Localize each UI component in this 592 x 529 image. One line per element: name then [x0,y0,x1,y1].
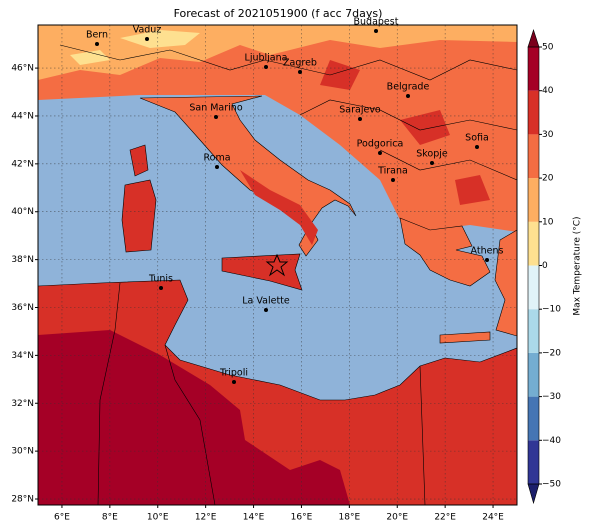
y-tick-label: 30°N [11,447,34,457]
city-dot [485,258,489,262]
city-label: Sarajevo [339,105,381,116]
colorbar-label: Max Temperature (°C) [573,216,583,315]
y-tick-label: 42°N [11,159,34,169]
city-label: Belgrade [387,82,430,93]
colorbar-tick-label: −10 [542,305,561,315]
colorbar-band [528,134,539,179]
colorbar-tick-label: 20 [542,174,554,184]
star-marker [265,253,289,277]
city-label: Ljubljana [245,53,288,64]
city-dot [215,165,219,169]
x-tick-label: 6°E [54,513,70,523]
city-label: Sofia [465,133,489,144]
colorbar-band [528,47,539,91]
colorbar-extend-high [527,29,540,48]
colorbar-extend-low [527,483,540,505]
city-dot [374,29,378,33]
colorbar-tick-label: −50 [542,480,561,490]
title: Forecast of 2021051900 (f acc 7days) [174,7,383,20]
warm-land [320,60,490,205]
y-tick-label: 38°N [11,255,34,265]
italy-warm [240,170,318,245]
x-tick-label: 18°E [339,513,361,523]
colorbar-band [528,265,539,310]
colorbar-band [528,90,539,135]
sardinia [121,179,157,253]
africa-hot [38,330,350,505]
city-dot [214,115,218,119]
city-dot [232,380,236,384]
city-dot [391,178,395,182]
colorbar-band [528,178,539,222]
city-label: Skopje [416,149,448,160]
city-label: Podgorica [357,139,404,150]
city-label: Tunis [148,274,173,285]
colorbar-band [528,396,539,441]
colorbar-tick-label: −40 [542,436,561,446]
city-dot [264,308,268,312]
colorbar-tick-label: 40 [542,86,554,96]
colorbar-tick-label: 0 [542,261,548,271]
colorbar-band [528,309,539,353]
city-label: Vaduz [133,25,162,36]
city-label: Bern [86,30,108,41]
colorbar-band [528,221,539,266]
map-frame [37,24,518,506]
y-tick-label: 44°N [11,111,34,121]
y-tick-label: 34°N [11,351,34,361]
city-label: Budapest [354,17,399,28]
x-tick-label: 20°E [386,513,408,523]
x-tick-label: 14°E [243,513,265,523]
city-dot [159,286,163,290]
turkey [494,229,517,337]
city-label: San Marino [189,103,242,114]
city-dot [358,117,362,121]
colorbar-tick-label: −20 [542,348,561,358]
city-dot [298,70,302,74]
city-dot [95,42,99,46]
sicily [221,253,303,291]
graticule: 6°E 8°E 10°E 12°E 14°E 16°E 18°E 20°E 22°E 24°E 28… [11,25,517,523]
y-tick-label: 28°N [11,495,34,505]
city-label: Tirana [377,166,408,177]
colorbar-tick-label: −30 [542,392,561,402]
x-tick-label: 8°E [102,513,118,523]
greece [399,217,491,287]
colorbar-tick-label: 50 [542,43,554,53]
x-tick-label: 12°E [195,513,217,523]
colorbar: −50 −40 −30 −20 −10 0 10 20 30 40 50 [527,29,561,505]
x-tick-label: 16°E [291,513,313,523]
x-tick-label: 22°E [434,513,456,523]
colorbar-band [528,440,539,484]
alps-cold [70,30,200,65]
corsica [129,144,149,177]
x-tick-label: 24°E [482,513,504,523]
city-label: Athens [471,246,504,257]
colorbar-band [528,352,539,397]
city-dot [145,37,149,41]
colorbar-tick-label: 10 [542,217,554,227]
city-label: Tripoli [219,368,248,379]
city-label: Zagreb [283,58,317,69]
city-dot [406,94,410,98]
city-dot [430,161,434,165]
crete [439,331,491,344]
city-dot [475,145,479,149]
city-label: La Valette [242,296,290,307]
city-dot [378,151,382,155]
y-tick-label: 46°N [11,64,34,74]
y-tick-label: 40°N [11,207,34,217]
city-dot [264,65,268,69]
x-tick-label: 10°E [147,513,169,523]
y-tick-label: 36°N [11,303,34,313]
city-label: Roma [203,153,230,164]
colorbar-tick-label: 30 [542,130,554,140]
y-tick-label: 32°N [11,399,34,409]
